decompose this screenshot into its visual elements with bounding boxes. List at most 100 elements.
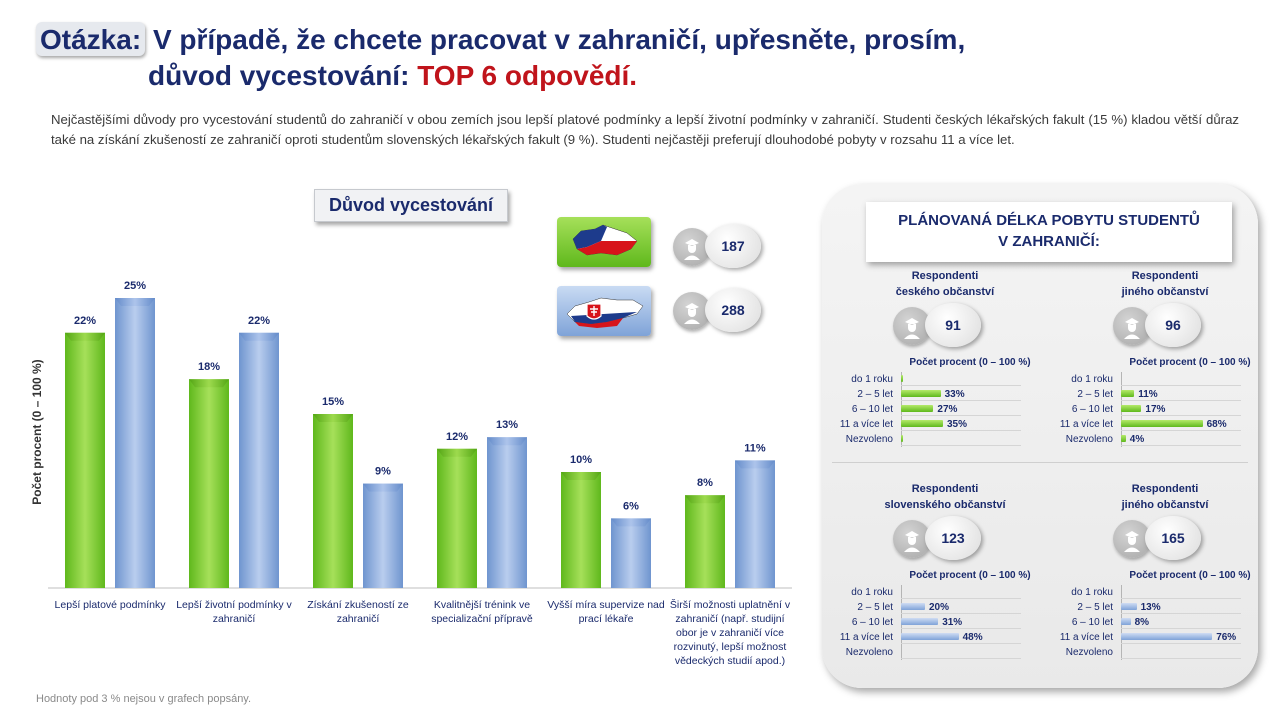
mini-row-track (901, 643, 1021, 644)
group-axis-caption: Počet procent (0 – 100 %) (909, 570, 1031, 581)
title-highlight: TOP 6 odpovědí. (417, 60, 638, 91)
mini-row-label: 11 a více let (839, 419, 893, 430)
mini-row-label: 11 a více let (1059, 419, 1113, 430)
mini-bar-value: 17% (1145, 404, 1166, 415)
bar-cap-sk-5 (735, 460, 775, 469)
mini-bar (1121, 405, 1142, 412)
group-heading: Respondenti jiného občanství (1121, 270, 1209, 298)
bar-cz-0 (65, 332, 105, 588)
respondents-sk-count: 288 (705, 288, 761, 332)
bar-cz-4 (561, 472, 601, 588)
mini-row-label: do 1 roku (1071, 374, 1113, 385)
group-respondents-count: 96 (1145, 303, 1201, 347)
mini-row-track (1121, 430, 1241, 431)
mini-bar-value: 4% (1129, 434, 1145, 445)
mini-bar (1121, 603, 1137, 610)
stay-length-mini-chart: do 1 roku 2 – 5 let 13% 6 – 10 let 8% 11 a ví… (1045, 585, 1265, 665)
bar-value-label: 11% (744, 442, 766, 454)
group-respondents-badge: 123 (893, 516, 989, 560)
intro-paragraph: Nejčastějšími důvody pro vycestování stu… (51, 112, 1239, 147)
category-label: Vyšší míra supervize nad prací lékaře (547, 599, 665, 625)
bar-cz-1 (189, 379, 229, 588)
bar-sk-2 (363, 483, 403, 588)
mini-row-track (901, 598, 1021, 599)
mini-row-track (1121, 385, 1241, 386)
bar-value-label: 22% (248, 315, 270, 327)
mini-row: Nezvoleno (1045, 645, 1265, 660)
stay-length-mini-chart: do 1 roku 2 – 5 let 33% 6 – 10 let 27% 11 a v… (825, 372, 1045, 452)
mini-row: 2 – 5 let 20% (825, 600, 1045, 615)
group-respondents-badge: 96 (1113, 303, 1209, 347)
bar-cap-cz-3 (437, 448, 477, 457)
bar-value-label: 9% (375, 466, 391, 478)
mini-bar (1121, 618, 1131, 625)
mini-bar (1121, 633, 1213, 640)
mini-row-label: do 1 roku (1071, 587, 1113, 598)
mini-bar-value: 31% (942, 617, 963, 628)
mini-bar-value: 68% (1206, 419, 1227, 430)
mini-row: Nezvoleno 4% (1045, 432, 1265, 447)
mini-bar (901, 603, 925, 610)
bar-value-label: 18% (198, 361, 220, 373)
mini-bar-value: 33% (944, 389, 965, 400)
bar-sk-5 (735, 460, 775, 588)
mini-row-track (1121, 598, 1241, 599)
mini-bar-value: 11% (1138, 389, 1158, 400)
bar-sk-3 (487, 437, 527, 588)
bar-cap-cz-2 (313, 414, 353, 422)
slovak-map-icon (566, 297, 644, 328)
category-label: Širší možnosti uplatnění v zahraničí (na… (669, 599, 791, 667)
group-respondents-count: 123 (925, 516, 981, 560)
mini-row: Nezvoleno (825, 432, 1045, 447)
bar-cz-3 (437, 448, 477, 588)
title-line-1: V případě, že chcete pracovat v zahranič… (152, 24, 966, 55)
bar-sk-4 (611, 518, 651, 588)
category-label: Lepší platové podmínky (54, 599, 166, 611)
question-label: Otázka: (36, 22, 146, 56)
mini-bar (1121, 390, 1135, 397)
mini-bar-value: 13% (1140, 602, 1161, 613)
mini-row-track (901, 415, 1021, 416)
mini-row-track (901, 613, 1021, 614)
bar-cap-sk-3 (487, 437, 527, 446)
mini-row-label: 11 a více let (1059, 632, 1113, 643)
group-respondents-count: 91 (925, 303, 981, 347)
mini-row: 6 – 10 let 31% (825, 615, 1045, 630)
mini-row-label: Nezvoleno (845, 434, 893, 445)
mini-row-label: Nezvoleno (1065, 647, 1113, 658)
group-respondents-count: 165 (1145, 516, 1201, 560)
group-heading: Respondenti jiného občanství (1121, 483, 1209, 511)
mini-row-label: do 1 roku (851, 374, 893, 385)
group-axis-caption: Počet procent (0 – 100 %) (1129, 570, 1251, 581)
mini-row: 6 – 10 let 27% (825, 402, 1045, 417)
mini-row: 11 a více let 48% (825, 630, 1045, 645)
mini-row: 2 – 5 let 33% (825, 387, 1045, 402)
bar-cap-cz-0 (65, 332, 105, 341)
mini-row-track (1121, 400, 1241, 401)
chart-title: Důvod vycestování (314, 189, 508, 222)
group-axis-caption: Počet procent (0 – 100 %) (1129, 357, 1251, 368)
mini-row: do 1 roku (825, 372, 1045, 387)
stay-length-panel (822, 184, 1258, 688)
bar-cap-sk-2 (363, 483, 403, 492)
mini-row: do 1 roku (1045, 585, 1265, 600)
footnote: Hodnoty pod 3 % nejsou v grafech popsány… (36, 693, 252, 705)
mini-row: 2 – 5 let 13% (1045, 600, 1265, 615)
mini-bar (901, 420, 943, 427)
graduate-icon (893, 307, 931, 345)
graduate-icon (673, 292, 711, 330)
mini-row-label: 6 – 10 let (851, 617, 893, 628)
mini-row-track (901, 400, 1021, 401)
czech-flag-box (557, 217, 651, 267)
mini-row-label: 2 – 5 let (1077, 602, 1113, 613)
mini-row: 6 – 10 let 8% (1045, 615, 1265, 630)
mini-row-label: 2 – 5 let (857, 602, 893, 613)
mini-bar (901, 390, 941, 397)
bar-value-label: 22% (74, 315, 96, 327)
mini-row: 11 a více let 35% (825, 417, 1045, 432)
bar-value-label: 6% (623, 500, 639, 512)
mini-row-label: 2 – 5 let (857, 389, 893, 400)
bar-value-label: 10% (570, 454, 592, 466)
bar-value-label: 13% (496, 419, 518, 431)
mini-row-label: 6 – 10 let (1071, 617, 1113, 628)
